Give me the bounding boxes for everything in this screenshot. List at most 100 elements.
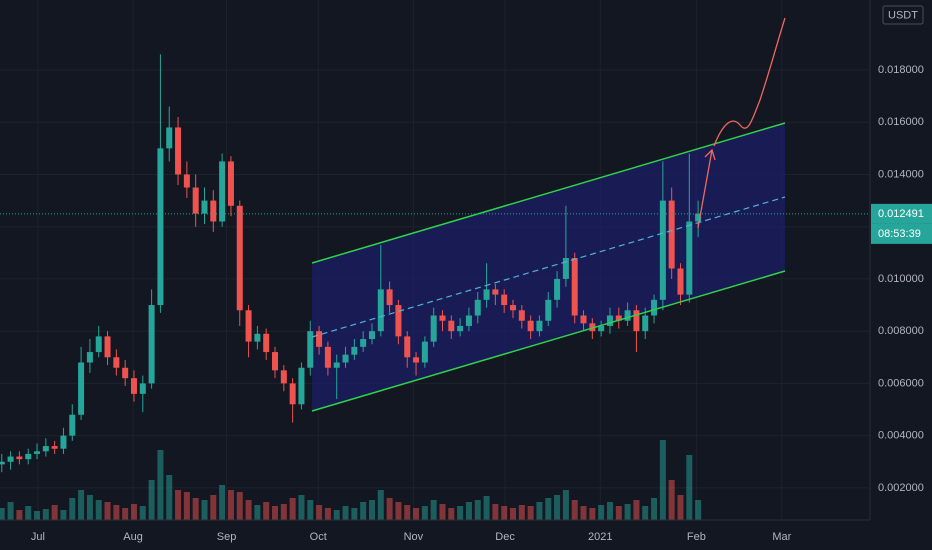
candle-body	[510, 305, 517, 311]
volume-bar	[130, 504, 137, 520]
volume-bar	[227, 490, 234, 520]
projection-arrow	[697, 148, 716, 229]
candle-body	[86, 352, 93, 363]
volume-bar	[483, 496, 490, 520]
axis-labels: 0.002000 0.004000 0.006000 0.008000 0.010000…	[0, 64, 932, 543]
countdown-label: 08:53:39	[878, 228, 921, 240]
volume-bar	[157, 450, 164, 520]
volume-bar	[360, 502, 367, 520]
volume-bar	[377, 490, 384, 520]
candle-body	[624, 310, 631, 321]
volume-bar	[289, 498, 296, 520]
candle-body	[201, 200, 208, 214]
candle-body	[580, 315, 587, 324]
candles	[0, 54, 702, 473]
y-tick-label: 0.004000	[878, 430, 924, 442]
volume-bar	[501, 506, 508, 520]
volume-bar	[642, 506, 649, 520]
channel-mid	[311, 196, 786, 338]
volume-bar	[562, 490, 569, 520]
candle-body	[615, 315, 622, 321]
candle-body	[483, 289, 490, 300]
candle-body	[139, 383, 146, 394]
candle-body	[245, 310, 252, 342]
candle-body	[598, 325, 605, 332]
volume-bar	[668, 480, 675, 520]
candle-body	[527, 320, 534, 332]
volume-bar	[457, 506, 464, 520]
volume-bar	[324, 508, 331, 520]
candle-body	[651, 299, 658, 316]
candle-body	[25, 453, 32, 460]
volume-bar	[545, 498, 552, 520]
volume-bar	[606, 502, 613, 520]
volume-bar	[183, 492, 190, 520]
y-tick-label: 0.016000	[878, 116, 924, 128]
candle-body	[316, 331, 323, 347]
volume-bar	[474, 500, 481, 520]
y-tick-label: 0.006000	[878, 377, 924, 389]
volume-bar	[34, 511, 41, 520]
volume-bar	[615, 506, 622, 520]
volume-bar	[659, 440, 666, 520]
x-tick-label: Jul	[31, 531, 45, 543]
candle-body	[536, 320, 543, 332]
candle-body	[686, 221, 693, 295]
volume-bar	[122, 508, 129, 520]
volume-bar	[16, 510, 23, 520]
y-tick-label: 0.008000	[878, 325, 924, 337]
y-tick-label: 0.002000	[878, 482, 924, 494]
volume-bar	[42, 509, 49, 520]
volume-bar	[298, 495, 305, 520]
last-price-label: 0.012491	[878, 208, 924, 220]
volume-bar	[245, 500, 252, 520]
candle-body	[413, 357, 420, 363]
volume-bar	[413, 508, 420, 520]
candle-body	[324, 346, 331, 368]
candle-body	[571, 258, 578, 316]
channel-upper	[311, 122, 786, 264]
volume-bar	[95, 500, 102, 520]
candle-body	[307, 331, 314, 368]
candle-body	[668, 200, 675, 269]
candle-body	[386, 289, 393, 306]
candle-body	[157, 148, 164, 306]
volume-bar	[219, 485, 226, 520]
y-tick-label: 0.014000	[878, 168, 924, 180]
candle-body	[0, 461, 5, 465]
x-tick-label: Sep	[217, 531, 237, 543]
candle-body	[545, 299, 552, 321]
candle-body	[34, 451, 41, 454]
volume-bar	[210, 495, 217, 520]
candle-body	[342, 354, 349, 363]
volume-bar	[342, 506, 349, 520]
candle-body	[377, 289, 384, 332]
candle-body	[254, 333, 261, 342]
currency-label: USDT	[888, 9, 918, 21]
volume-bar	[175, 490, 182, 520]
candle-body	[263, 333, 270, 353]
x-tick-label: Nov	[404, 531, 424, 543]
candle-body	[642, 315, 649, 332]
candle-body	[192, 187, 199, 214]
volume-bar	[272, 506, 279, 520]
countdown-box	[871, 223, 932, 244]
volume-bar	[351, 508, 358, 520]
x-tick-label: Oct	[310, 531, 327, 543]
last-price-box	[871, 203, 932, 224]
candle-body	[280, 370, 287, 384]
candle-body	[7, 456, 14, 462]
volume-bar	[404, 505, 411, 520]
volume-bar	[368, 500, 375, 520]
candle-body	[78, 362, 85, 415]
candle-body	[272, 352, 279, 371]
volume-bar	[651, 498, 658, 520]
candle-body	[219, 161, 226, 222]
volume-bar	[589, 508, 596, 520]
volume-bar	[51, 505, 58, 520]
volume-bar	[395, 502, 402, 520]
x-tick-label: Mar	[772, 531, 791, 543]
candle-body	[395, 305, 402, 337]
candle-body	[148, 305, 155, 384]
